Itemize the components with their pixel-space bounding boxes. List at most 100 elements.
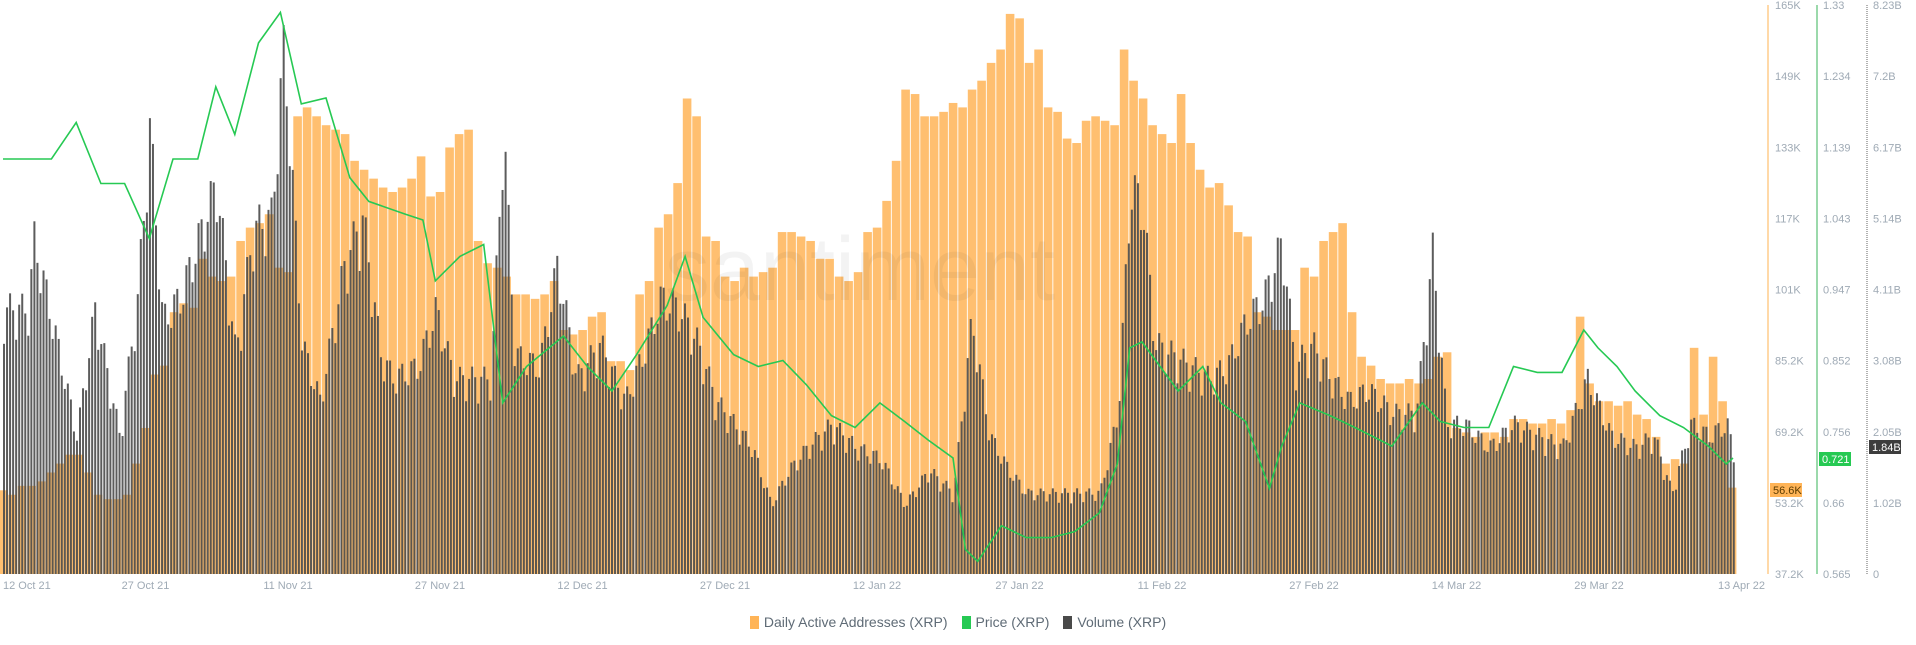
- volume-bar: [407, 385, 410, 574]
- volume-bar: [775, 500, 778, 574]
- volume-bar: [1018, 479, 1021, 574]
- daa-bar: [739, 267, 749, 574]
- volume-bar: [1726, 418, 1729, 574]
- price-axis-tick: 1.139: [1823, 142, 1851, 154]
- volume-bar: [902, 506, 905, 574]
- volume-bar: [106, 368, 109, 574]
- volume-bar: [331, 328, 334, 574]
- volume-bar: [264, 256, 267, 574]
- volume-bar: [1249, 328, 1252, 574]
- volume-bar: [1167, 354, 1170, 574]
- daa-axis-tick: 117K: [1775, 213, 1801, 225]
- volume-bar: [30, 269, 33, 574]
- volume-bar: [237, 337, 240, 574]
- volume-bar: [1708, 442, 1711, 574]
- daa-bar: [1034, 49, 1043, 574]
- legend-item-daa[interactable]: Daily Active Addresses (XRP): [749, 614, 948, 630]
- volume-bar: [1234, 358, 1237, 574]
- volume-bar: [911, 491, 914, 574]
- volume-bar: [814, 431, 817, 574]
- daa-bar: [910, 94, 920, 574]
- volume-bar: [1626, 455, 1629, 574]
- daa-bar: [996, 49, 1005, 574]
- volume-swatch-icon: [1063, 615, 1073, 629]
- daa-current-tag: 56.6K: [1770, 483, 1802, 497]
- volume-bar: [577, 364, 580, 574]
- volume-bar: [875, 450, 878, 574]
- legend: Daily Active Addresses (XRP) Price (XRP)…: [0, 614, 1916, 630]
- daa-axis-tick: 149K: [1775, 71, 1801, 83]
- volume-bar: [1650, 453, 1653, 574]
- volume-bar: [571, 374, 574, 574]
- volume-bar: [1225, 384, 1228, 574]
- volume-bar: [744, 431, 747, 574]
- volume-bar: [1668, 480, 1671, 574]
- volume-bar: [1684, 448, 1687, 574]
- volume-bar: [291, 169, 294, 574]
- volume-bar: [1711, 442, 1714, 574]
- volume-bar: [370, 316, 373, 574]
- daa-bar: [977, 80, 986, 575]
- volume-axis-tick: 5.14B: [1873, 213, 1902, 225]
- volume-bar: [1146, 232, 1149, 574]
- volume-bar: [1456, 415, 1459, 574]
- volume-bar: [279, 78, 282, 574]
- volume-bar: [79, 407, 81, 574]
- volume-bar: [723, 412, 726, 574]
- daa-bar: [1585, 383, 1594, 574]
- volume-bar: [1434, 290, 1437, 574]
- volume-bar: [1364, 401, 1367, 574]
- volume-bar: [39, 293, 42, 574]
- daa-bar: [872, 227, 882, 574]
- volume-bar: [1121, 322, 1124, 574]
- daa-bar: [1357, 356, 1366, 574]
- daa-bar: [1062, 138, 1072, 575]
- daa-bar: [1186, 143, 1195, 575]
- volume-bar: [88, 358, 91, 574]
- volume-bar: [522, 368, 525, 574]
- volume-bar: [240, 350, 243, 574]
- volume-bar: [185, 265, 188, 574]
- volume-bar: [1109, 442, 1112, 574]
- volume-bar: [1063, 488, 1066, 574]
- volume-bar: [890, 484, 893, 574]
- volume-bar: [246, 257, 249, 574]
- volume-bar: [671, 290, 674, 574]
- volume-bar: [942, 483, 945, 574]
- volume-bar: [1553, 444, 1556, 574]
- volume-bar: [1535, 434, 1538, 574]
- volume-bar: [212, 182, 215, 575]
- daa-bar: [967, 89, 977, 575]
- volume-bar: [361, 215, 364, 574]
- volume-bar: [1118, 401, 1121, 574]
- daa-bar: [369, 178, 378, 575]
- legend-item-volume[interactable]: Volume (XRP): [1063, 614, 1166, 630]
- daa-current-label: 56.6K: [1773, 485, 1802, 497]
- volume-bar: [1678, 466, 1681, 574]
- volume-bar: [322, 401, 325, 574]
- daa-bar: [749, 276, 758, 574]
- volume-bar: [1179, 359, 1182, 574]
- daa-bar: [882, 200, 891, 574]
- volume-bar: [1036, 495, 1039, 574]
- daa-bar: [1262, 316, 1271, 574]
- volume-bar: [148, 118, 151, 574]
- volume-bar: [243, 294, 246, 574]
- volume-bar: [687, 317, 689, 574]
- daa-bar: [312, 116, 321, 574]
- price-axis-tick: 0.947: [1823, 285, 1851, 297]
- volume-bar: [699, 345, 702, 574]
- volume-bar: [294, 220, 297, 574]
- legend-item-price[interactable]: Price (XRP): [961, 614, 1049, 630]
- volume-bar: [617, 387, 620, 574]
- volume-bar: [1258, 324, 1261, 574]
- volume-bar: [1675, 489, 1677, 574]
- volume-bar: [696, 327, 699, 574]
- x-axis-tick: 11 Feb 22: [1138, 580, 1187, 592]
- volume-bar: [1398, 409, 1401, 574]
- volume-bar: [863, 444, 866, 574]
- volume-bar: [1115, 427, 1118, 574]
- volume-bar: [1094, 500, 1097, 574]
- volume-axis-tick: 8.23B: [1873, 0, 1902, 12]
- volume-bar: [340, 266, 343, 574]
